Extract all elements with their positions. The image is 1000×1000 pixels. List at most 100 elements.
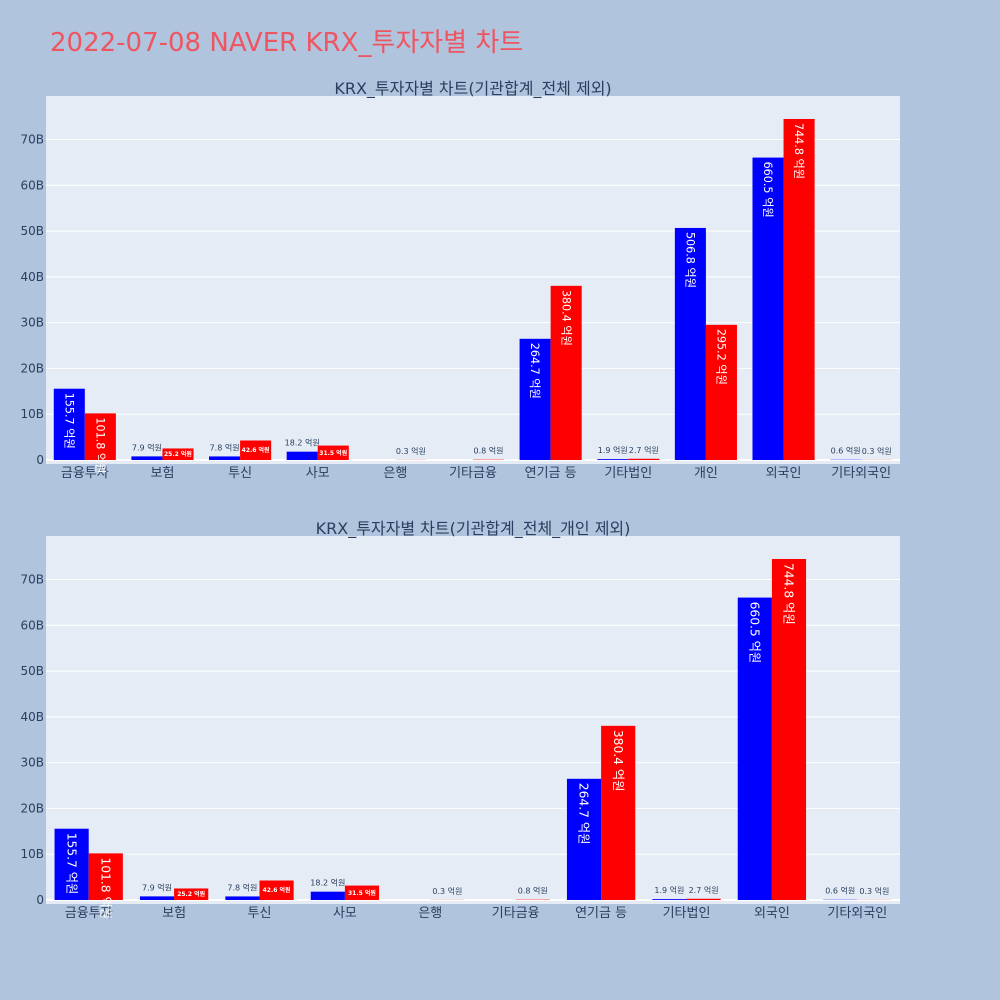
bar — [139, 896, 175, 900]
x-tick-label: 투신 — [248, 906, 272, 921]
x-tick-label: 기타법인 — [604, 466, 652, 481]
y-tick-label: 0 — [36, 893, 44, 907]
x-tick-label: 금융투자 — [61, 466, 109, 481]
data-label: 7.8 억원 — [227, 882, 257, 892]
data-label: 18.2 억원 — [310, 878, 345, 888]
data-label: 31.5 억원 — [348, 889, 376, 897]
data-label: 0.6 억원 — [831, 446, 861, 456]
bar — [628, 458, 660, 460]
bar — [310, 891, 345, 900]
bar — [771, 558, 807, 900]
x-tick-label: 기타법인 — [663, 906, 711, 921]
bar — [317, 445, 349, 460]
bar — [84, 413, 116, 460]
bar — [752, 157, 784, 460]
data-label: 42.6 억원 — [242, 446, 270, 454]
data-label: 0.3 억원 — [862, 446, 892, 456]
bar — [344, 885, 380, 900]
page-title: 2022-07-08 NAVER KRX_투자자별 차트 — [50, 28, 524, 58]
y-tick-label: 60B — [20, 178, 44, 192]
data-label: 0.8 억원 — [474, 446, 504, 456]
bar — [53, 388, 85, 460]
y-tick-label: 50B — [20, 664, 44, 678]
x-tick-label: 기타외국인 — [831, 466, 891, 481]
bar — [54, 828, 89, 900]
y-tick-label: 20B — [20, 801, 44, 815]
y-tick-label: 50B — [20, 224, 44, 238]
y-tick-label: 20B — [20, 361, 44, 375]
bar — [652, 899, 687, 900]
data-label: 0.3 억원 — [432, 886, 462, 896]
bar — [686, 898, 721, 900]
data-label: 295.2 억원 — [715, 329, 728, 385]
bar — [566, 778, 602, 900]
bar — [550, 285, 582, 460]
data-label: 42.6 억원 — [263, 886, 291, 894]
data-label: 101.8 억원 — [93, 417, 106, 473]
data-label: 264.7 억원 — [528, 343, 541, 399]
bar — [174, 888, 209, 900]
data-label: 380.4 억원 — [611, 730, 625, 792]
bar — [705, 324, 737, 460]
x-tick-label: 개인 — [694, 466, 718, 481]
y-tick-label: 70B — [20, 572, 44, 586]
data-label: 0.8 억원 — [518, 886, 548, 896]
bar — [737, 597, 772, 900]
x-tick-label: 보험 — [162, 906, 186, 921]
bar — [597, 459, 629, 460]
x-tick-label: 기타금융 — [449, 466, 497, 481]
data-label: 155.7 억원 — [64, 833, 78, 895]
data-label: 155.7 억원 — [62, 393, 75, 449]
bar — [519, 338, 551, 460]
data-label: 506.8 억원 — [683, 232, 696, 288]
data-label: 660.5 억원 — [748, 602, 762, 664]
x-tick-label: 연기금 등 — [525, 466, 577, 481]
data-label: 0.6 억원 — [825, 886, 855, 896]
x-tick-label: 외국인 — [766, 466, 802, 481]
y-tick-label: 30B — [20, 756, 44, 770]
y-tick-label: 10B — [20, 847, 44, 861]
x-tick-label: 기타외국인 — [827, 906, 887, 921]
bar — [209, 456, 241, 460]
data-label: 2.7 억원 — [689, 885, 719, 895]
chart-2: 0 10B 20B 30B 40B 50B 60B 70B KRX_투자자별 차트(기관합계_전… — [20, 519, 900, 921]
bar — [674, 227, 706, 460]
chart-title: KRX_투자자별 차트(기관합계_전체 제외) — [334, 79, 611, 99]
y-tick-label: 40B — [20, 270, 44, 284]
y-tick-label: 30B — [20, 316, 44, 330]
x-tick-label: 사모 — [306, 466, 330, 481]
data-label: 7.9 억원 — [142, 882, 172, 892]
chart-1: 0 10B 20B 30B 40B 50B 60B 70B KRX_투자자별 차트(기관합계_전… — [20, 79, 900, 481]
data-label: 744.8 억원 — [792, 123, 805, 179]
bar — [88, 853, 123, 900]
bar — [783, 118, 815, 461]
data-label: 0.3 억원 — [859, 886, 889, 896]
x-tick-label: 외국인 — [754, 906, 790, 921]
bar — [162, 448, 194, 460]
data-label: 264.7 억원 — [577, 783, 591, 845]
data-label: 31.5 억원 — [319, 449, 347, 457]
data-label: 0.3 억원 — [396, 446, 426, 456]
y-tick-label: 0 — [36, 453, 44, 467]
x-tick-label: 은행 — [418, 905, 442, 921]
x-tick-label: 금융투자 — [65, 906, 113, 921]
y-tick-label: 60B — [20, 618, 44, 632]
x-tick-label: 사모 — [333, 906, 357, 921]
bar — [131, 456, 163, 460]
data-label: 1.9 억원 — [654, 885, 684, 895]
data-label: 7.8 억원 — [210, 442, 240, 452]
data-label: 380.4 억원 — [559, 290, 572, 346]
bar — [240, 440, 272, 460]
data-label: 2.7 억원 — [629, 445, 659, 455]
data-label: 101.8 억원 — [98, 857, 112, 919]
data-label: 744.8 억원 — [782, 563, 796, 625]
data-label: 25.2 억원 — [177, 890, 205, 898]
x-tick-label: 연기금 등 — [575, 906, 627, 921]
x-tick-label: 은행 — [383, 465, 407, 481]
y-tick-label: 10B — [20, 407, 44, 421]
data-label: 25.2 억원 — [164, 450, 192, 458]
data-label: 18.2 억원 — [285, 438, 320, 448]
x-tick-label: 기타금융 — [492, 906, 540, 921]
chart-title: KRX_투자자별 차트(기관합계_전체_개인 제외) — [316, 519, 631, 539]
